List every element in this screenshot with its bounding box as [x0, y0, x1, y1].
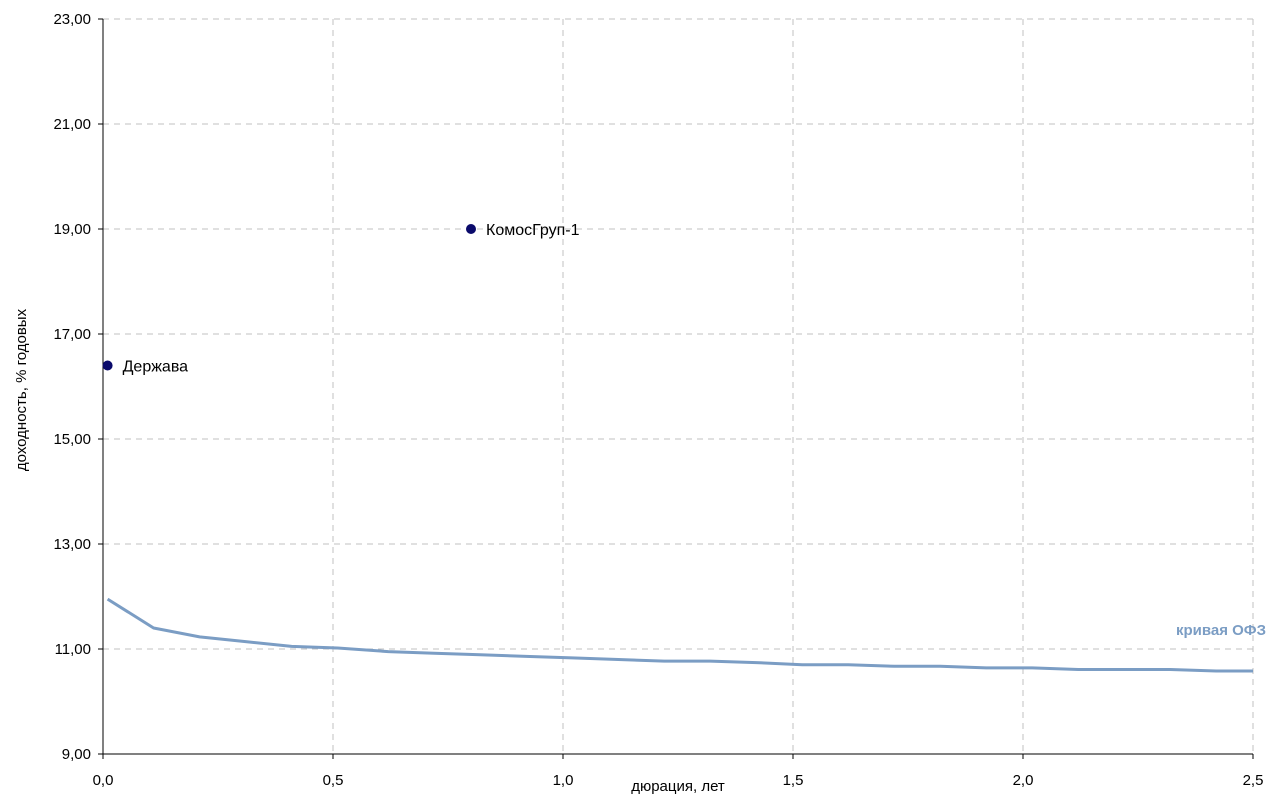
x-axis-title: дюрация, лет — [631, 778, 725, 795]
y-tick-label: 9,00 — [62, 746, 91, 763]
ofz-curve-label: кривая ОФЗ — [1176, 622, 1266, 639]
x-tick-label: 1,0 — [553, 772, 574, 789]
x-tick-label: 2,0 — [1013, 772, 1034, 789]
bond-points: Держава КомосГруп-1 — [102, 222, 580, 376]
x-tick-label: 0,0 — [93, 772, 114, 789]
bond-point — [102, 360, 113, 371]
y-tick-label: 19,00 — [53, 221, 91, 238]
x-tick-label: 2,5 — [1243, 772, 1264, 789]
grid — [103, 18, 1254, 754]
ofz-curve: кривая ОФЗ — [106, 597, 1266, 673]
ofz-curve-line — [106, 597, 1253, 673]
bond-point-label: КомосГруп-1 — [486, 222, 580, 239]
x-tick-label: 1,5 — [783, 772, 804, 789]
bond-point-label: Держава — [123, 359, 189, 376]
y-tick-label: 17,00 — [53, 326, 91, 343]
y-tick-label: 15,00 — [53, 431, 91, 448]
tick-labels: 9,00 11,00 13,00 15,00 17,00 19,00 21,00 23,00 0… — [53, 11, 1263, 789]
y-tick-label: 23,00 — [53, 11, 91, 28]
y-tick-label: 11,00 — [55, 641, 91, 658]
y-tick-label: 21,00 — [53, 116, 91, 133]
x-tick-label: 0,5 — [323, 772, 344, 789]
y-tick-label: 13,00 — [53, 536, 91, 553]
axes — [102, 19, 1253, 755]
bond-point — [466, 224, 476, 234]
y-axis-title: доходность, % годовых — [13, 308, 30, 471]
